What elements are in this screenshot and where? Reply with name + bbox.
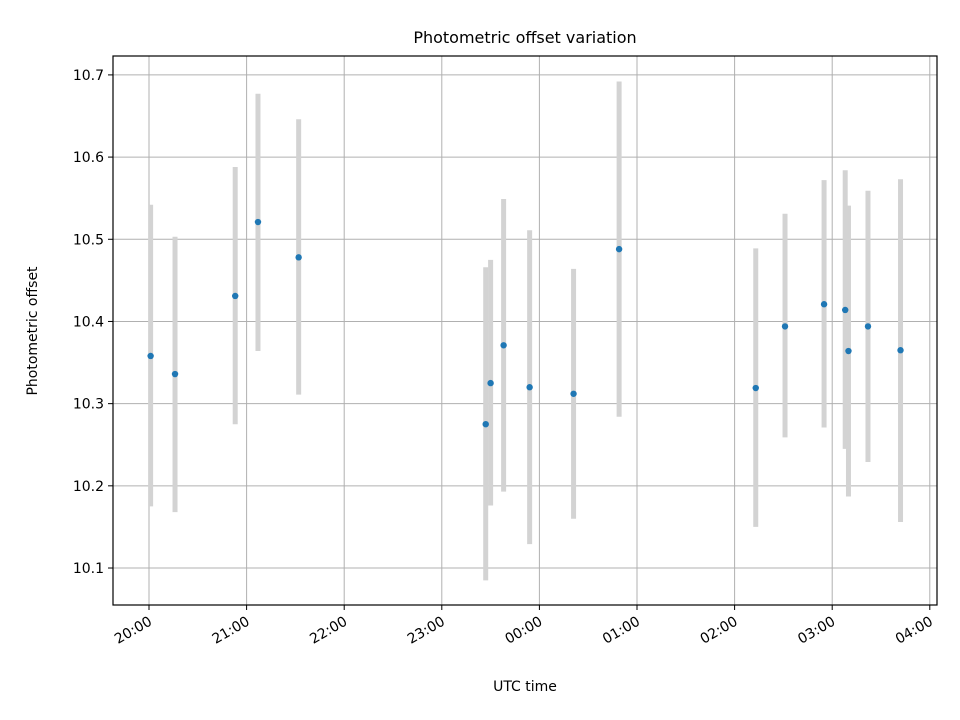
chart-title: Photometric offset variation	[413, 28, 636, 47]
data-points	[147, 218, 904, 428]
data-point	[781, 323, 789, 330]
y-tick-label: 10.7	[73, 68, 104, 84]
y-tick-label: 10.5	[73, 232, 104, 248]
x-axis-label: UTC time	[493, 679, 557, 695]
data-point	[487, 379, 494, 387]
data-point	[845, 347, 852, 355]
data-point	[232, 292, 239, 300]
data-point	[295, 254, 302, 261]
data-point	[570, 390, 577, 397]
y-tick-label: 10.3	[73, 397, 104, 413]
data-point	[752, 384, 759, 392]
data-point	[842, 306, 849, 314]
y-axis-ticks: 10.1 10.2 10.3 10.4 10.5 10.6 10.7	[73, 68, 113, 577]
data-point	[171, 370, 179, 378]
data-point	[864, 323, 872, 330]
data-point	[615, 245, 623, 253]
data-point	[897, 347, 904, 354]
y-tick-label: 10.1	[73, 561, 104, 577]
data-point	[820, 301, 828, 308]
data-point	[147, 352, 154, 360]
data-point	[500, 342, 507, 349]
data-point	[482, 420, 489, 428]
data-point	[526, 384, 533, 391]
plot-area	[113, 56, 937, 605]
y-tick-label: 10.4	[73, 314, 104, 330]
data-point	[254, 218, 262, 226]
y-tick-label: 10.2	[73, 479, 104, 495]
y-tick-label: 10.6	[73, 150, 104, 166]
y-axis-label: Photometric offset	[25, 266, 41, 396]
plot-frame	[112, 55, 938, 606]
